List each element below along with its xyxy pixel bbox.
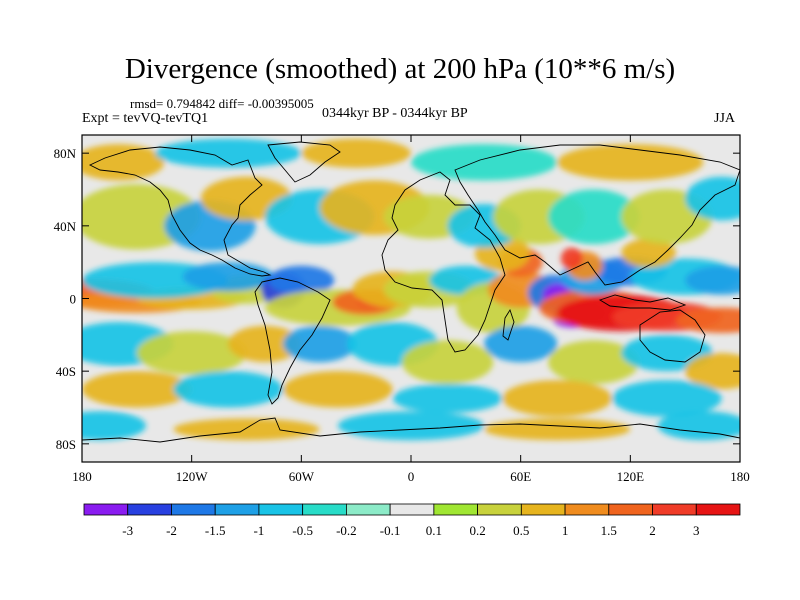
x-tick-label: 180	[730, 469, 750, 484]
colorbar-label: -1.5	[205, 523, 226, 538]
divergence-field	[82, 135, 740, 462]
field-patch	[685, 353, 740, 390]
colorbar-label: -1	[253, 523, 264, 538]
x-tick-label: 120E	[617, 469, 645, 484]
y-tick-label: 80N	[54, 146, 77, 161]
field-patch	[685, 176, 740, 221]
experiment-label: Expt = tevVQ-tevTQ1	[82, 111, 209, 126]
field-patch	[337, 411, 485, 441]
field-patch	[283, 371, 393, 408]
colorbar-label: 0.2	[469, 523, 485, 538]
field-patch	[484, 325, 558, 363]
field-patch	[548, 189, 640, 245]
colorbar-label: -3	[122, 523, 133, 538]
field-patch	[283, 325, 357, 363]
colorbar-swatch	[608, 503, 653, 516]
colorbar-label: 0.1	[426, 523, 442, 538]
field-patch	[484, 418, 631, 441]
colorbar-label: 3	[693, 523, 700, 538]
x-tick-label: 60W	[289, 469, 315, 484]
x-tick-label: 120W	[176, 469, 209, 484]
field-patch	[657, 411, 740, 441]
field-patch	[228, 325, 302, 363]
colorbar-label: 1.5	[601, 523, 617, 538]
colorbar-swatch	[695, 503, 741, 516]
colorbar-swatch	[302, 503, 347, 516]
field-patch	[685, 265, 740, 295]
field-patch	[557, 144, 704, 181]
field-patch	[268, 265, 335, 295]
field-patch	[621, 238, 676, 268]
x-axis: 180 120W 60W 0 60E 120E 180	[72, 135, 750, 484]
x-tick-label: 0	[408, 469, 415, 484]
stats-text: rmsd= 0.794842 diff= -0.00395005	[130, 96, 314, 111]
y-tick-label: 0	[70, 292, 77, 307]
field-patch	[392, 383, 503, 413]
colorbar-swatch	[389, 503, 435, 516]
field-patch	[301, 138, 412, 168]
field-patch	[82, 371, 192, 408]
colorbar-swatch	[345, 503, 391, 516]
north-america-coast	[88, 146, 272, 277]
colorbar-swatch	[652, 503, 697, 516]
y-axis: 80N 40N 0 40S 80S	[54, 146, 740, 452]
field-patch	[560, 247, 583, 270]
x-tick-label: 180	[72, 469, 92, 484]
colorbar-label: -0.1	[380, 523, 401, 538]
field-patch	[411, 144, 558, 181]
madagascar-coast	[502, 308, 515, 341]
greenland-coast	[267, 141, 341, 183]
colorbar-swatch	[258, 503, 304, 516]
y-tick-label: 40S	[56, 364, 76, 379]
indonesia-coast	[598, 294, 687, 311]
field-patch	[676, 307, 740, 333]
colorbar-swatch	[564, 503, 610, 516]
field-patch	[502, 380, 612, 417]
field-patch	[612, 380, 722, 417]
field-patch	[155, 138, 302, 168]
field-patch	[548, 340, 640, 384]
field-patch	[621, 334, 713, 372]
asia-coast	[454, 144, 740, 286]
field-patch	[173, 371, 283, 408]
colorbar-label: 2	[649, 523, 656, 538]
colorbar-swatch	[83, 503, 129, 516]
colorbar-label: 0.5	[513, 523, 529, 538]
antarctica-coast	[82, 417, 740, 443]
colorbar-swatch	[171, 503, 216, 516]
field-patch	[401, 340, 494, 384]
australia-coast	[639, 309, 706, 363]
colorbar-swatch	[477, 503, 522, 516]
season-label: JJA	[714, 111, 736, 126]
coastlines	[82, 141, 740, 443]
south-america-coast	[254, 277, 331, 405]
x-tick-label: 60E	[510, 469, 531, 484]
field-patch	[182, 262, 274, 292]
field-patch	[82, 144, 165, 181]
y-tick-label: 80S	[56, 437, 76, 452]
colorbar-label: -2	[166, 523, 177, 538]
colorbar-label: -0.2	[336, 523, 357, 538]
colorbar-label: -0.5	[292, 523, 313, 538]
colorbar-swatch	[214, 503, 260, 516]
field-patch	[82, 411, 146, 441]
field-patch	[136, 331, 247, 375]
colorbar: -3 -2 -1.5 -1 -0.5 -0.2 -0.1 0.1 0.2 0.5 1 1.5 2 3	[83, 503, 741, 538]
chart-title: Divergence (smoothed) at 200 hPa (10**6 …	[124, 53, 676, 85]
colorbar-swatch	[433, 503, 478, 516]
period-label: 0344kyr BP - 0344kyr BP	[322, 106, 468, 121]
colorbar-swatch	[127, 503, 172, 516]
colorbar-swatch	[520, 503, 566, 516]
y-tick-label: 40N	[54, 219, 77, 234]
europe-africa-coast	[381, 171, 506, 353]
colorbar-label: 1	[562, 523, 569, 538]
